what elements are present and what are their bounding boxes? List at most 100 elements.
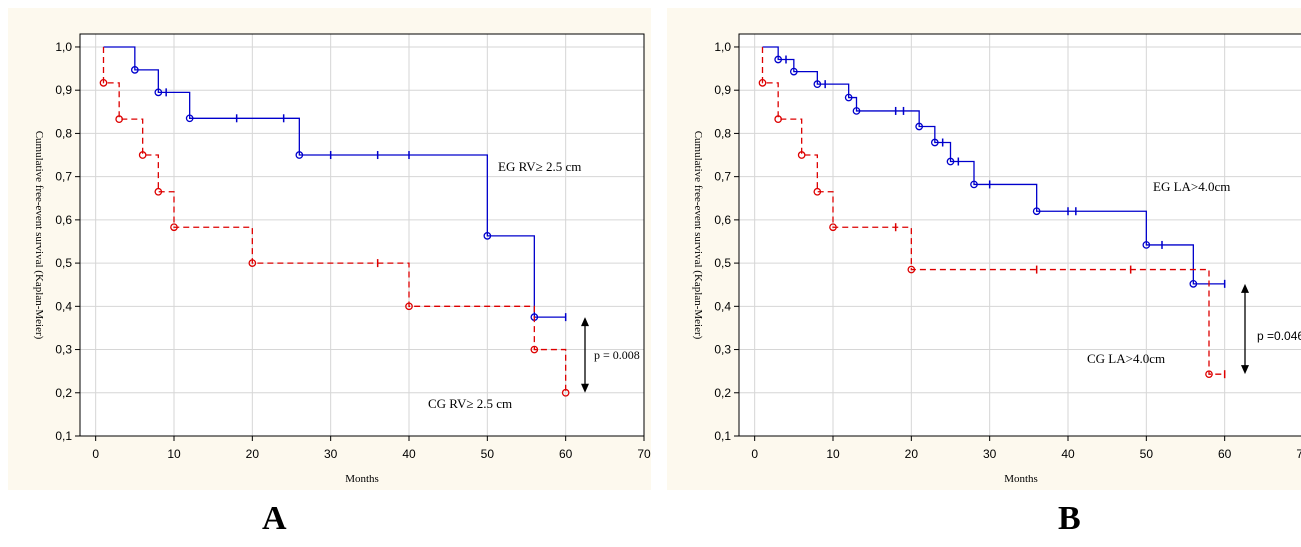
series-eg — [103, 46, 567, 322]
x-tick-label: 50 — [481, 447, 495, 461]
x-tick-label: 0 — [751, 447, 758, 461]
y-tick-label: 0,8 — [714, 126, 731, 140]
km-chart-a: 0 10 20 30 40 50 60 700,10,20,30,40,50,60,70,80… — [33, 33, 651, 485]
x-tick-label: 60 — [559, 447, 573, 461]
x-tick-label: 20 — [905, 447, 919, 461]
event-marker — [295, 151, 304, 159]
x-axis-ticks: 0 10 20 30 40 50 60 70 — [751, 436, 1301, 461]
event-marker — [170, 223, 178, 232]
event-marker — [1205, 370, 1213, 379]
event-marker — [154, 187, 163, 196]
survival-step-line — [102, 46, 567, 393]
y-tick-label: 0,6 — [55, 213, 72, 227]
series-cg — [758, 46, 1226, 379]
plot-frame — [738, 33, 1301, 437]
x-axis-ticks: 0 10 20 30 40 50 60 70 — [92, 436, 651, 461]
y-tick-label: 0,4 — [714, 299, 731, 313]
x-tick-label: 60 — [1218, 447, 1232, 461]
event-marker — [970, 180, 978, 189]
event-marker — [946, 157, 955, 166]
y-tick-label: 0,2 — [714, 386, 731, 400]
event-marker — [844, 93, 853, 102]
survival-step-line — [762, 46, 1225, 285]
p-value-label: p =0.046 — [1257, 329, 1301, 343]
x-tick-label: 50 — [1140, 447, 1154, 461]
event-marker — [1189, 279, 1198, 288]
y-tick-label: 0,7 — [714, 170, 731, 184]
plot-area — [739, 34, 1301, 436]
y-axis-ticks: 0,1 0,2 0,3 0,4 0,5 0,6 0,7 0,8 0,9 1,0 — [55, 40, 80, 443]
x-tick-label: 70 — [637, 447, 651, 461]
event-marker — [930, 138, 939, 147]
event-marker — [758, 78, 767, 87]
y-tick-label: 0,3 — [714, 343, 731, 357]
series-cg — [99, 46, 570, 397]
event-marker — [789, 67, 798, 76]
cg-curve-label: CG RV≥ 2.5 cm — [428, 396, 512, 411]
event-marker — [774, 115, 783, 124]
plot-area — [80, 34, 644, 436]
y-axis-title: Cumulative free-event survival (Kaplan-M… — [33, 131, 45, 340]
x-tick-label: 30 — [324, 447, 338, 461]
event-marker — [813, 80, 822, 88]
y-axis-ticks: 0,1 0,2 0,3 0,4 0,5 0,6 0,7 0,8 0,9 1,0 — [714, 40, 739, 443]
x-tick-label: 30 — [983, 447, 997, 461]
cg-curve-label: CG LA>4.0cm — [1087, 351, 1165, 366]
p-value-arrow — [1241, 283, 1249, 375]
x-tick-label: 20 — [246, 447, 260, 461]
event-marker — [530, 345, 539, 354]
event-marker — [130, 66, 139, 74]
panel-letter-b: B — [1058, 500, 1081, 537]
survival-step-line — [103, 46, 566, 318]
arrow-head-down — [581, 383, 589, 393]
y-tick-label: 0,9 — [55, 83, 72, 97]
x-axis-title: Months — [345, 473, 379, 485]
y-tick-label: 0,1 — [714, 429, 731, 443]
x-tick-label: 10 — [826, 447, 840, 461]
event-marker — [185, 114, 194, 123]
event-marker — [115, 115, 124, 124]
arrow-head-down — [1241, 365, 1249, 375]
y-tick-label: 0,2 — [55, 386, 72, 400]
event-marker — [1142, 241, 1151, 249]
y-tick-label: 1,0 — [55, 40, 72, 54]
km-chart-b: 0102030405060700,10,20,30,40,50,60,70,80… — [692, 33, 1301, 485]
survival-step-line — [761, 46, 1225, 375]
event-marker — [405, 302, 413, 311]
gridlines — [739, 34, 1301, 437]
event-marker — [154, 88, 163, 97]
event-marker — [248, 259, 257, 267]
plot-frame — [79, 33, 645, 437]
p-value-label: p = 0.008 — [594, 348, 640, 362]
event-marker — [561, 388, 570, 397]
event-marker — [813, 187, 822, 196]
y-tick-label: 1,0 — [714, 40, 731, 54]
arrow-head-up — [1241, 283, 1249, 293]
y-tick-label: 0,7 — [55, 170, 72, 184]
x-tick-label: 40 — [402, 447, 416, 461]
y-tick-label: 0,5 — [714, 256, 731, 270]
panel-a: 0 10 20 30 40 50 60 70 0,1 0,2 0,3 0,4 0,5 0,6 0,7 0,8 0… — [8, 8, 651, 490]
event-marker — [797, 151, 806, 159]
eg-curve-label: EG LA>4.0cm — [1153, 179, 1230, 194]
x-tick-label: 0 — [92, 447, 99, 461]
y-tick-label: 0,6 — [714, 213, 731, 227]
y-axis-title: Cumulative free-event survival (Kaplan-M… — [692, 131, 704, 340]
event-marker — [99, 78, 108, 87]
x-tick-label: 40 — [1061, 447, 1075, 461]
x-tick-label: 10 — [167, 447, 181, 461]
x-tick-label: 70 — [1296, 447, 1301, 461]
event-marker — [138, 151, 147, 159]
event-marker — [829, 223, 837, 232]
panel-b: 0102030405060700,10,20,30,40,50,60,70,80… — [667, 8, 1301, 490]
eg-curve-label: EG RV≥ 2.5 cm — [498, 159, 581, 174]
y-tick-label: 0,9 — [714, 83, 731, 97]
arrow-head-up — [581, 317, 589, 327]
event-marker — [852, 107, 861, 115]
panel-letter-a: A — [262, 500, 287, 537]
event-marker — [907, 265, 916, 274]
event-marker — [774, 55, 783, 64]
series-eg — [762, 46, 1226, 288]
y-tick-label: 0,3 — [55, 343, 72, 357]
event-marker — [483, 232, 492, 240]
